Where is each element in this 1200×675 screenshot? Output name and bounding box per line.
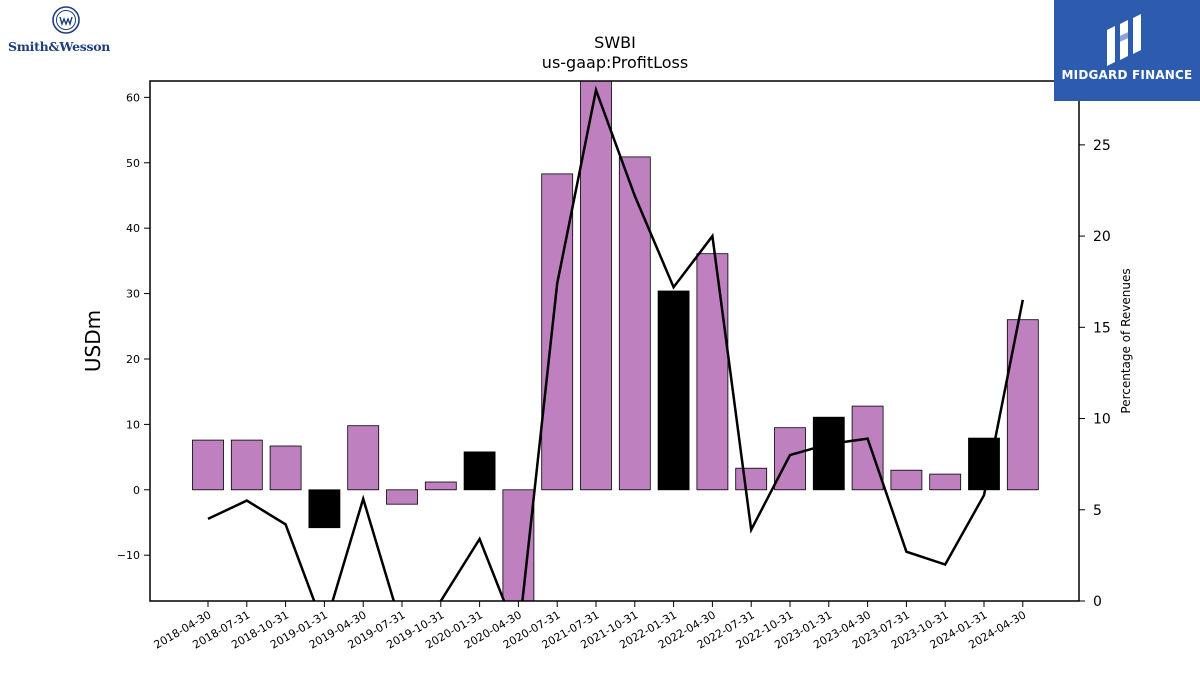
- bar-2023-10-31: [929, 473, 962, 491]
- bar-2023-07-31: [890, 469, 923, 491]
- y2-axis-ticks: 0 5 10 15 20 25: [1079, 138, 1111, 610]
- y2-axis-label: Percentage of Revenues: [1119, 268, 1133, 413]
- y-axis-label: USDm: [81, 310, 105, 372]
- smith-wesson-logo: Smith&Wesson: [6, 6, 128, 58]
- y2-tick-label: 15: [1093, 320, 1111, 336]
- y-tick-label: 30: [126, 288, 140, 301]
- bar-2018-07-31: [230, 439, 263, 491]
- chart-subtitle: us-gaap:ProfitLoss: [542, 53, 688, 72]
- y2-tick-label: 0: [1093, 594, 1102, 610]
- bar-2021-10-31: [618, 156, 651, 491]
- bar-2018-04-30: [192, 439, 224, 491]
- y-tick-label: 20: [126, 353, 140, 366]
- bar-2023-01-31: [812, 416, 845, 491]
- percentage-of-revenues-line: [207, 85, 1025, 601]
- bar-2019-01-31: [308, 489, 341, 529]
- smith-wesson-seal-icon: [52, 6, 80, 34]
- chart-title: SWBI: [594, 33, 636, 52]
- bar-2020-01-31: [463, 451, 496, 491]
- bar-2019-04-30: [347, 425, 380, 491]
- y-tick-label: 0: [133, 484, 140, 497]
- y-tick-label: 40: [126, 222, 140, 235]
- bar-2022-04-30: [696, 253, 729, 491]
- y-tick-label: −10: [117, 549, 140, 562]
- y-tick-label: 10: [126, 418, 140, 431]
- y2-tick-label: 5: [1093, 503, 1102, 519]
- x-axis-ticks: 2018-04-302018-07-312018-10-312019-01-31…: [152, 601, 1028, 652]
- line-series-layer: [207, 85, 1025, 601]
- bar-2022-10-31: [774, 427, 806, 491]
- y2-tick-label: 25: [1093, 138, 1111, 154]
- bar-series: [192, 81, 1039, 601]
- midgard-finance-logo-icon: [1107, 14, 1141, 66]
- bar-2022-01-31: [657, 290, 690, 491]
- y2-tick-label: 20: [1093, 229, 1111, 245]
- y-axis-ticks: −10 0 10 20 30 40 50 60: [117, 91, 150, 562]
- bar-2021-07-31: [580, 81, 612, 491]
- bar-2019-10-31: [424, 481, 457, 491]
- midgard-finance-logo: MIDGARD FINANCE: [1054, 0, 1200, 101]
- plot-frame: [149, 80, 1080, 602]
- y-tick-label: 50: [126, 157, 140, 170]
- y2-tick-label: 10: [1093, 412, 1111, 428]
- y-tick-label: 60: [126, 91, 140, 104]
- bar-2019-07-31: [386, 489, 418, 505]
- bar-2020-07-31: [541, 173, 574, 491]
- bar-2018-10-31: [269, 445, 302, 491]
- smith-wesson-wordmark: Smith&Wesson: [8, 39, 111, 54]
- bar-2023-04-30: [851, 405, 884, 491]
- midgard-finance-wordmark: MIDGARD FINANCE: [1061, 68, 1193, 82]
- bar-2022-07-31: [735, 467, 768, 491]
- bar-2024-04-30: [1006, 319, 1039, 491]
